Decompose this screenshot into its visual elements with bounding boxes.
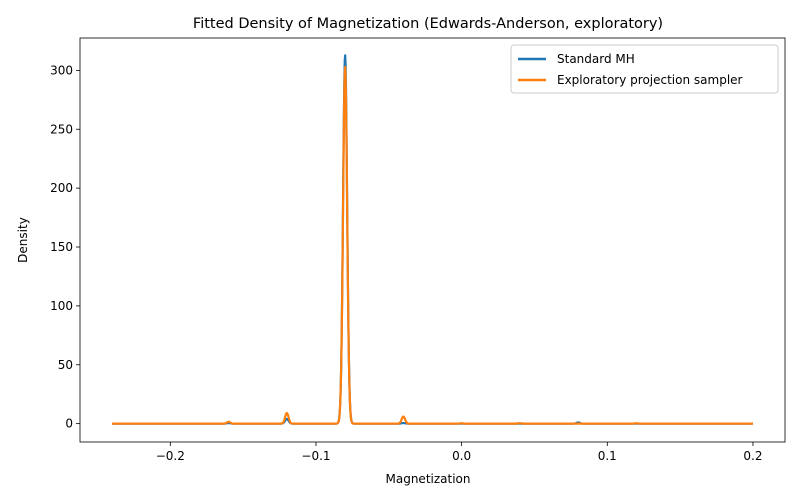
chart-title: Fitted Density of Magnetization (Edwards…	[193, 16, 663, 32]
x-tick-label: 0.1	[598, 449, 617, 463]
x-tick-label: −0.1	[301, 449, 330, 463]
y-tick-label: 0	[65, 417, 73, 431]
y-tick-label: 250	[50, 122, 73, 136]
y-tick-label: 300	[50, 63, 73, 77]
y-axis-ticks: 0 50 100 150 200 250 300	[50, 63, 80, 431]
x-axis-ticks: −0.2 −0.1 0.0 0.1 0.2	[156, 442, 763, 463]
series-line-exploratory-projection-sampler	[111, 65, 754, 425]
legend-label-standard-mh: Standard MH	[557, 52, 635, 66]
legend-label-exploratory-sampler: Exploratory projection sampler	[557, 73, 743, 87]
plot-frame	[79, 37, 786, 443]
y-tick-label: 100	[50, 299, 73, 313]
x-axis-label: Magnetization	[386, 472, 471, 486]
legend: Standard MH Exploratory projection sampl…	[510, 44, 779, 94]
y-tick-label: 150	[50, 240, 73, 254]
x-tick-label: −0.2	[156, 449, 185, 463]
series-line-standard-mh	[111, 54, 754, 425]
y-axis-label: Density	[16, 217, 30, 263]
x-tick-label: 0.2	[743, 449, 762, 463]
series-layer	[111, 54, 754, 425]
plot-area: −0.2 −0.1 0.0 0.1 0.2 0 50 100 150 200 250 300	[50, 37, 786, 463]
y-tick-label: 50	[58, 358, 73, 372]
x-tick-label: 0.0	[452, 449, 471, 463]
y-tick-label: 200	[50, 181, 73, 195]
legend-frame	[510, 44, 779, 94]
